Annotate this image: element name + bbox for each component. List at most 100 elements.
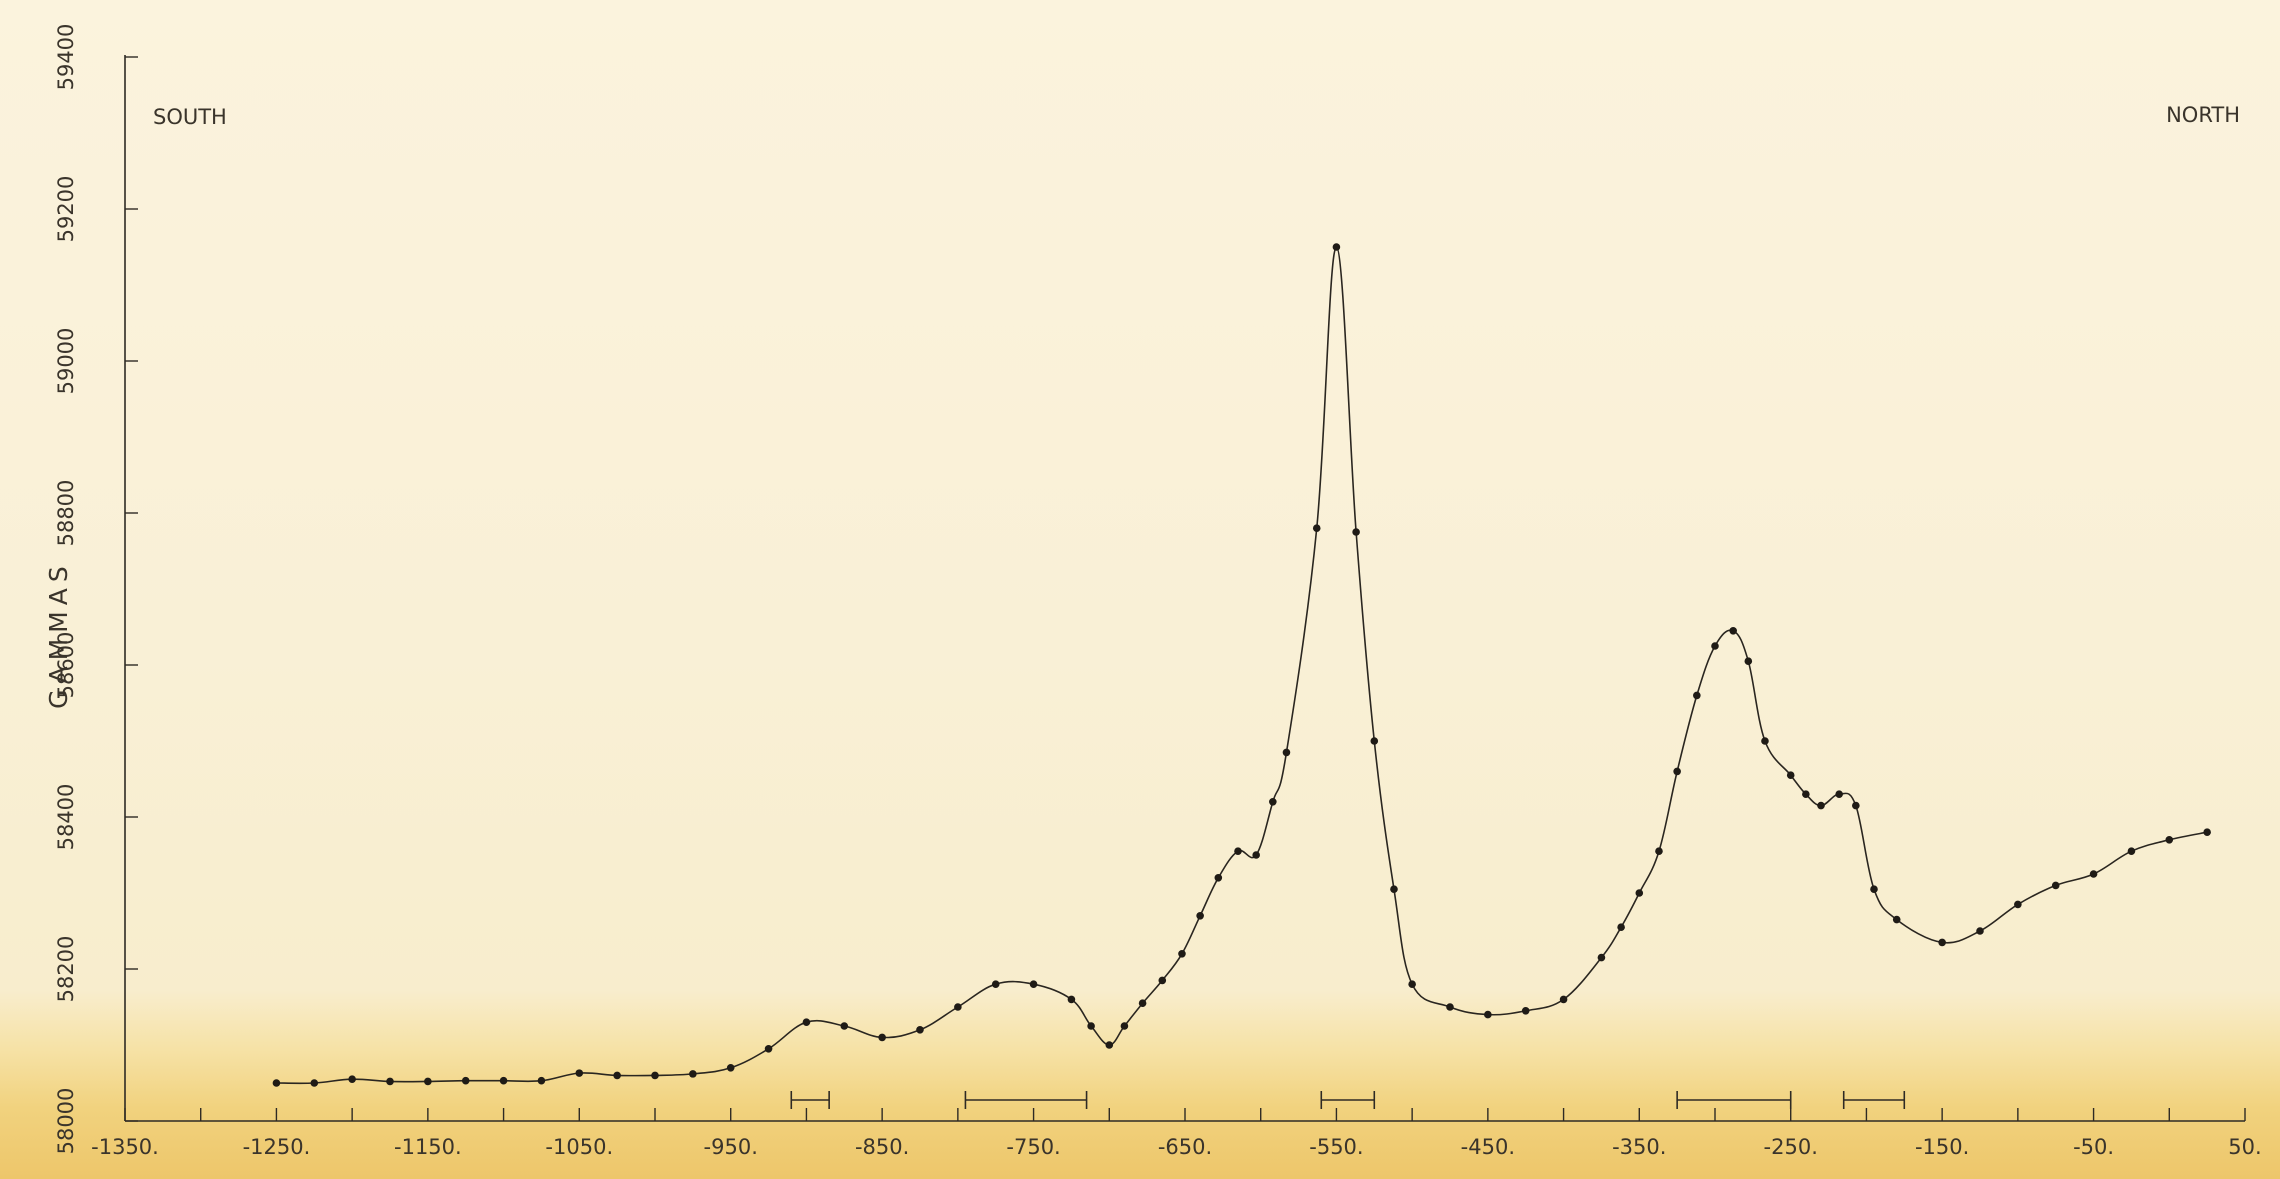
y-tick-label: 59200 bbox=[54, 176, 78, 243]
x-tick-label: -650. bbox=[1158, 1135, 1212, 1159]
data-point bbox=[1711, 642, 1719, 650]
x-tick-label: 50. bbox=[2228, 1135, 2261, 1159]
data-point bbox=[1786, 771, 1795, 779]
data-point bbox=[1484, 1010, 1492, 1019]
data-point bbox=[1835, 790, 1843, 798]
data-point bbox=[1269, 798, 1277, 806]
data-point bbox=[2165, 836, 2174, 844]
data-point bbox=[764, 1045, 773, 1053]
data-point bbox=[1178, 950, 1186, 958]
data-point bbox=[651, 1071, 659, 1080]
data-point bbox=[1597, 953, 1606, 962]
data-point bbox=[310, 1079, 319, 1087]
data-point bbox=[1521, 1007, 1530, 1015]
y-tick-label: 58400 bbox=[54, 784, 78, 851]
data-point bbox=[1408, 980, 1416, 988]
y-axis-label: GAMMAS bbox=[44, 560, 73, 709]
north-label: NORTH bbox=[2166, 103, 2240, 127]
data-point bbox=[1802, 790, 1810, 798]
data-point bbox=[1138, 999, 1147, 1007]
data-point bbox=[1332, 243, 1341, 251]
data-point bbox=[386, 1077, 394, 1086]
data-point bbox=[1673, 767, 1681, 776]
data-point bbox=[1252, 851, 1260, 859]
tick-marks bbox=[124, 56, 2246, 1122]
data-point bbox=[1446, 1003, 1454, 1011]
data-point bbox=[1617, 923, 1625, 931]
x-tick-label: -750. bbox=[1006, 1135, 1060, 1159]
data-point bbox=[1370, 737, 1379, 745]
data-point bbox=[689, 1070, 697, 1078]
data-point bbox=[954, 1003, 962, 1011]
data-point bbox=[272, 1079, 281, 1087]
interval-markers bbox=[790, 1091, 1906, 1109]
series-group bbox=[272, 243, 2211, 1087]
y-tick-label: 59000 bbox=[54, 328, 78, 395]
data-point bbox=[1105, 1041, 1114, 1049]
data-point bbox=[878, 1033, 886, 1042]
data-point bbox=[2089, 870, 2098, 878]
data-point bbox=[1067, 995, 1076, 1004]
data-point bbox=[424, 1077, 432, 1086]
x-tick-label: -850. bbox=[855, 1135, 909, 1159]
data-point bbox=[1635, 889, 1644, 897]
data-point bbox=[1029, 980, 1038, 988]
data-point bbox=[575, 1069, 584, 1077]
data-point bbox=[1390, 885, 1398, 893]
data-point bbox=[1158, 976, 1167, 985]
y-tick-label: 58600 bbox=[54, 632, 78, 699]
data-point bbox=[726, 1064, 735, 1072]
x-tick-label: -550. bbox=[1309, 1135, 1363, 1159]
data-point bbox=[1559, 995, 1568, 1004]
x-tick-label: -250. bbox=[1764, 1135, 1818, 1159]
south-label: SOUTH bbox=[153, 105, 227, 129]
data-point bbox=[1852, 801, 1860, 810]
data-point bbox=[537, 1076, 546, 1085]
data-point bbox=[1744, 657, 1753, 665]
data-point bbox=[2051, 881, 2060, 890]
y-tick-label: 58200 bbox=[54, 936, 78, 1003]
x-tick-label: -1250. bbox=[243, 1135, 311, 1159]
data-point bbox=[1234, 847, 1242, 855]
data-point bbox=[1087, 1022, 1095, 1030]
data-point bbox=[1282, 748, 1291, 757]
x-tick-label: -1350. bbox=[91, 1135, 159, 1159]
data-point bbox=[2127, 847, 2136, 855]
data-point bbox=[1976, 927, 1984, 935]
data-point bbox=[2014, 900, 2022, 909]
tick-labels: -1350. -1250. -1150. -1050. -950. -850. -750. -… bbox=[54, 24, 2262, 1159]
y-tick-label: 58000 bbox=[54, 1088, 78, 1155]
data-point bbox=[1120, 1022, 1129, 1030]
data-point bbox=[1892, 915, 1901, 924]
data-point bbox=[2203, 828, 2211, 836]
x-tick-label: -450. bbox=[1461, 1135, 1515, 1159]
data-point bbox=[1214, 874, 1223, 882]
data-point bbox=[840, 1022, 849, 1030]
data-point bbox=[802, 1018, 811, 1026]
data-point bbox=[1196, 912, 1204, 920]
data-point bbox=[348, 1075, 356, 1083]
data-point bbox=[1352, 528, 1360, 536]
data-point bbox=[916, 1026, 924, 1034]
series-line bbox=[276, 246, 2208, 1085]
data-point bbox=[1729, 627, 1737, 635]
x-tick-label: -350. bbox=[1612, 1135, 1666, 1159]
data-point bbox=[1870, 885, 1878, 893]
x-tick-label: -1050. bbox=[545, 1135, 613, 1159]
data-point bbox=[499, 1076, 508, 1085]
data-point bbox=[461, 1076, 470, 1085]
data-point bbox=[1938, 938, 1946, 947]
x-tick-label: -150. bbox=[1915, 1135, 1969, 1159]
data-point bbox=[1693, 691, 1701, 700]
x-tick-label: -1150. bbox=[394, 1135, 462, 1159]
data-point bbox=[1312, 524, 1321, 532]
data-point bbox=[1761, 737, 1769, 745]
y-tick-label: 58800 bbox=[54, 480, 78, 547]
data-point bbox=[1817, 801, 1825, 810]
x-tick-label: -950. bbox=[704, 1135, 758, 1159]
data-point bbox=[613, 1071, 621, 1080]
axes bbox=[124, 55, 2245, 1122]
data-point bbox=[991, 980, 1000, 988]
